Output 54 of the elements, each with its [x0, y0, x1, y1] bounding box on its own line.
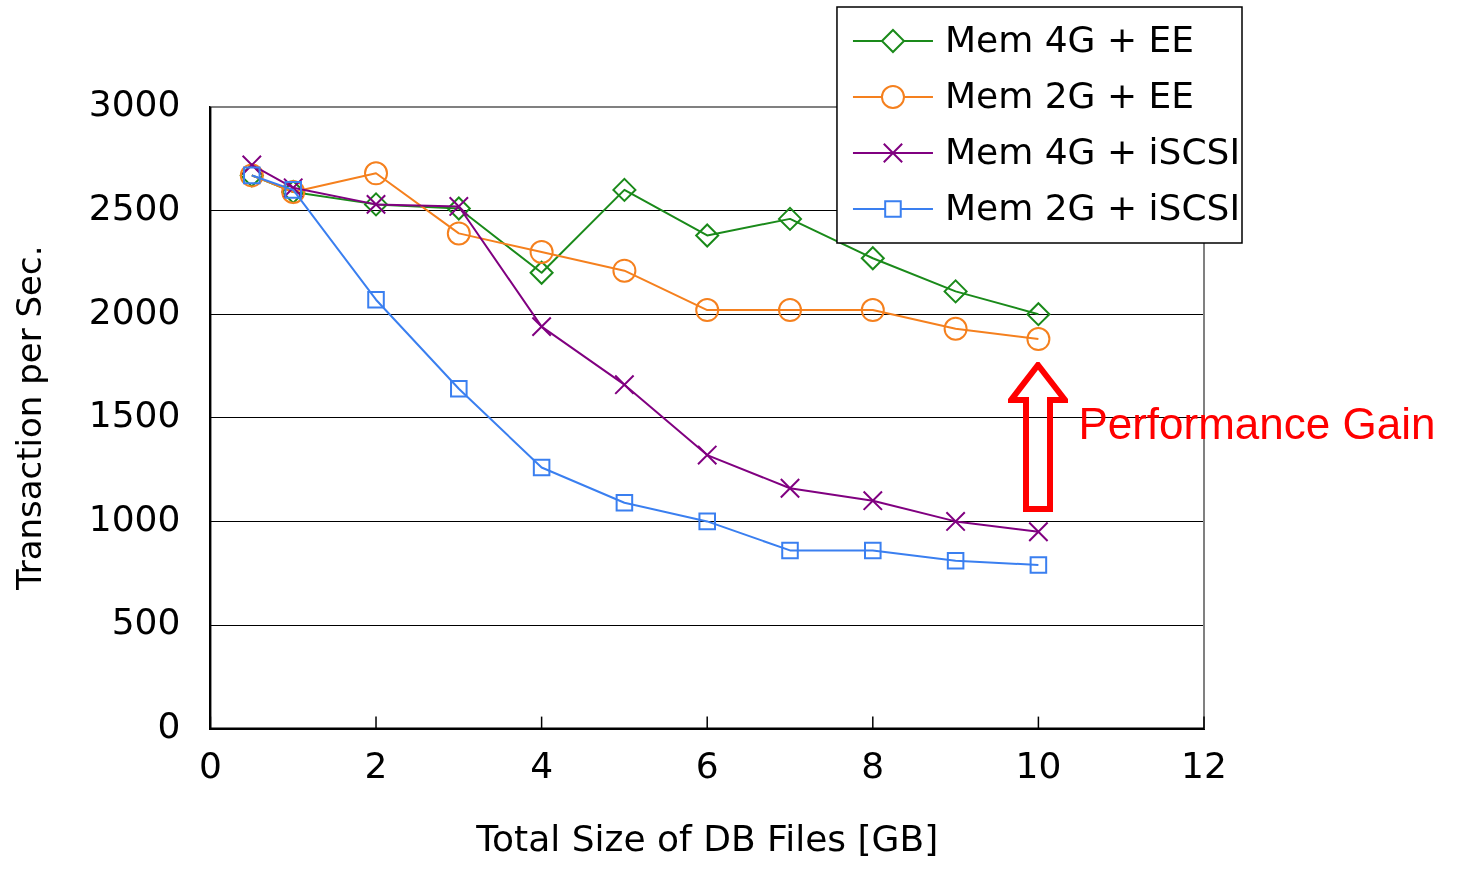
y-axis-title: Transaction per Sec. [9, 245, 50, 592]
point [943, 279, 968, 304]
point [446, 221, 471, 246]
point [698, 512, 716, 531]
x-tick-label: 10 [1015, 744, 1062, 786]
point [450, 380, 468, 398]
point [1026, 327, 1051, 352]
legend-label: Mem 4G + EE [944, 19, 1195, 61]
point [779, 478, 801, 499]
point [615, 493, 634, 512]
point [364, 161, 389, 186]
point [781, 541, 799, 560]
x-tick-label: 8 [861, 744, 885, 786]
point [529, 240, 554, 265]
point [614, 374, 635, 395]
point [864, 541, 882, 560]
point [778, 206, 803, 231]
point [860, 246, 885, 271]
point [860, 298, 885, 323]
x-tick-label: 12 [1181, 744, 1227, 786]
x-tick-label: 2 [364, 744, 388, 786]
point [1026, 302, 1051, 327]
point [531, 316, 552, 337]
y-tick-label: 1500 [88, 394, 181, 436]
legend-label: Mem 2G + EE [944, 75, 1195, 117]
point [945, 511, 966, 532]
point [367, 290, 385, 309]
x-tick-label: 0 [198, 744, 222, 786]
y-tick-label: 0 [157, 704, 181, 746]
y-tick-label: 1000 [88, 497, 181, 539]
point [778, 298, 803, 323]
point [697, 444, 718, 466]
point [862, 490, 883, 511]
y-tick-label: 500 [111, 601, 181, 643]
point [946, 551, 965, 570]
point [695, 298, 720, 323]
point [612, 177, 637, 202]
y-tick-label: 2000 [88, 290, 181, 332]
annotation: Performance Gain [1078, 399, 1436, 450]
y-tick-label: 2500 [88, 186, 181, 228]
legend-label: Mem 2G + iSCSI [944, 187, 1240, 229]
point [529, 260, 554, 285]
x-tick-label: 4 [530, 744, 554, 786]
point [1029, 556, 1048, 574]
point [241, 154, 263, 176]
point [943, 316, 968, 341]
point [695, 223, 720, 248]
point [1028, 521, 1049, 542]
point [532, 458, 551, 477]
point [612, 258, 637, 283]
x-axis-title: Total Size of DB Files [GB] [475, 817, 939, 859]
x-tick-label: 6 [695, 744, 719, 786]
legend-label: Mem 4G + iSCSI [944, 131, 1240, 173]
y-tick-label: 3000 [88, 83, 181, 125]
